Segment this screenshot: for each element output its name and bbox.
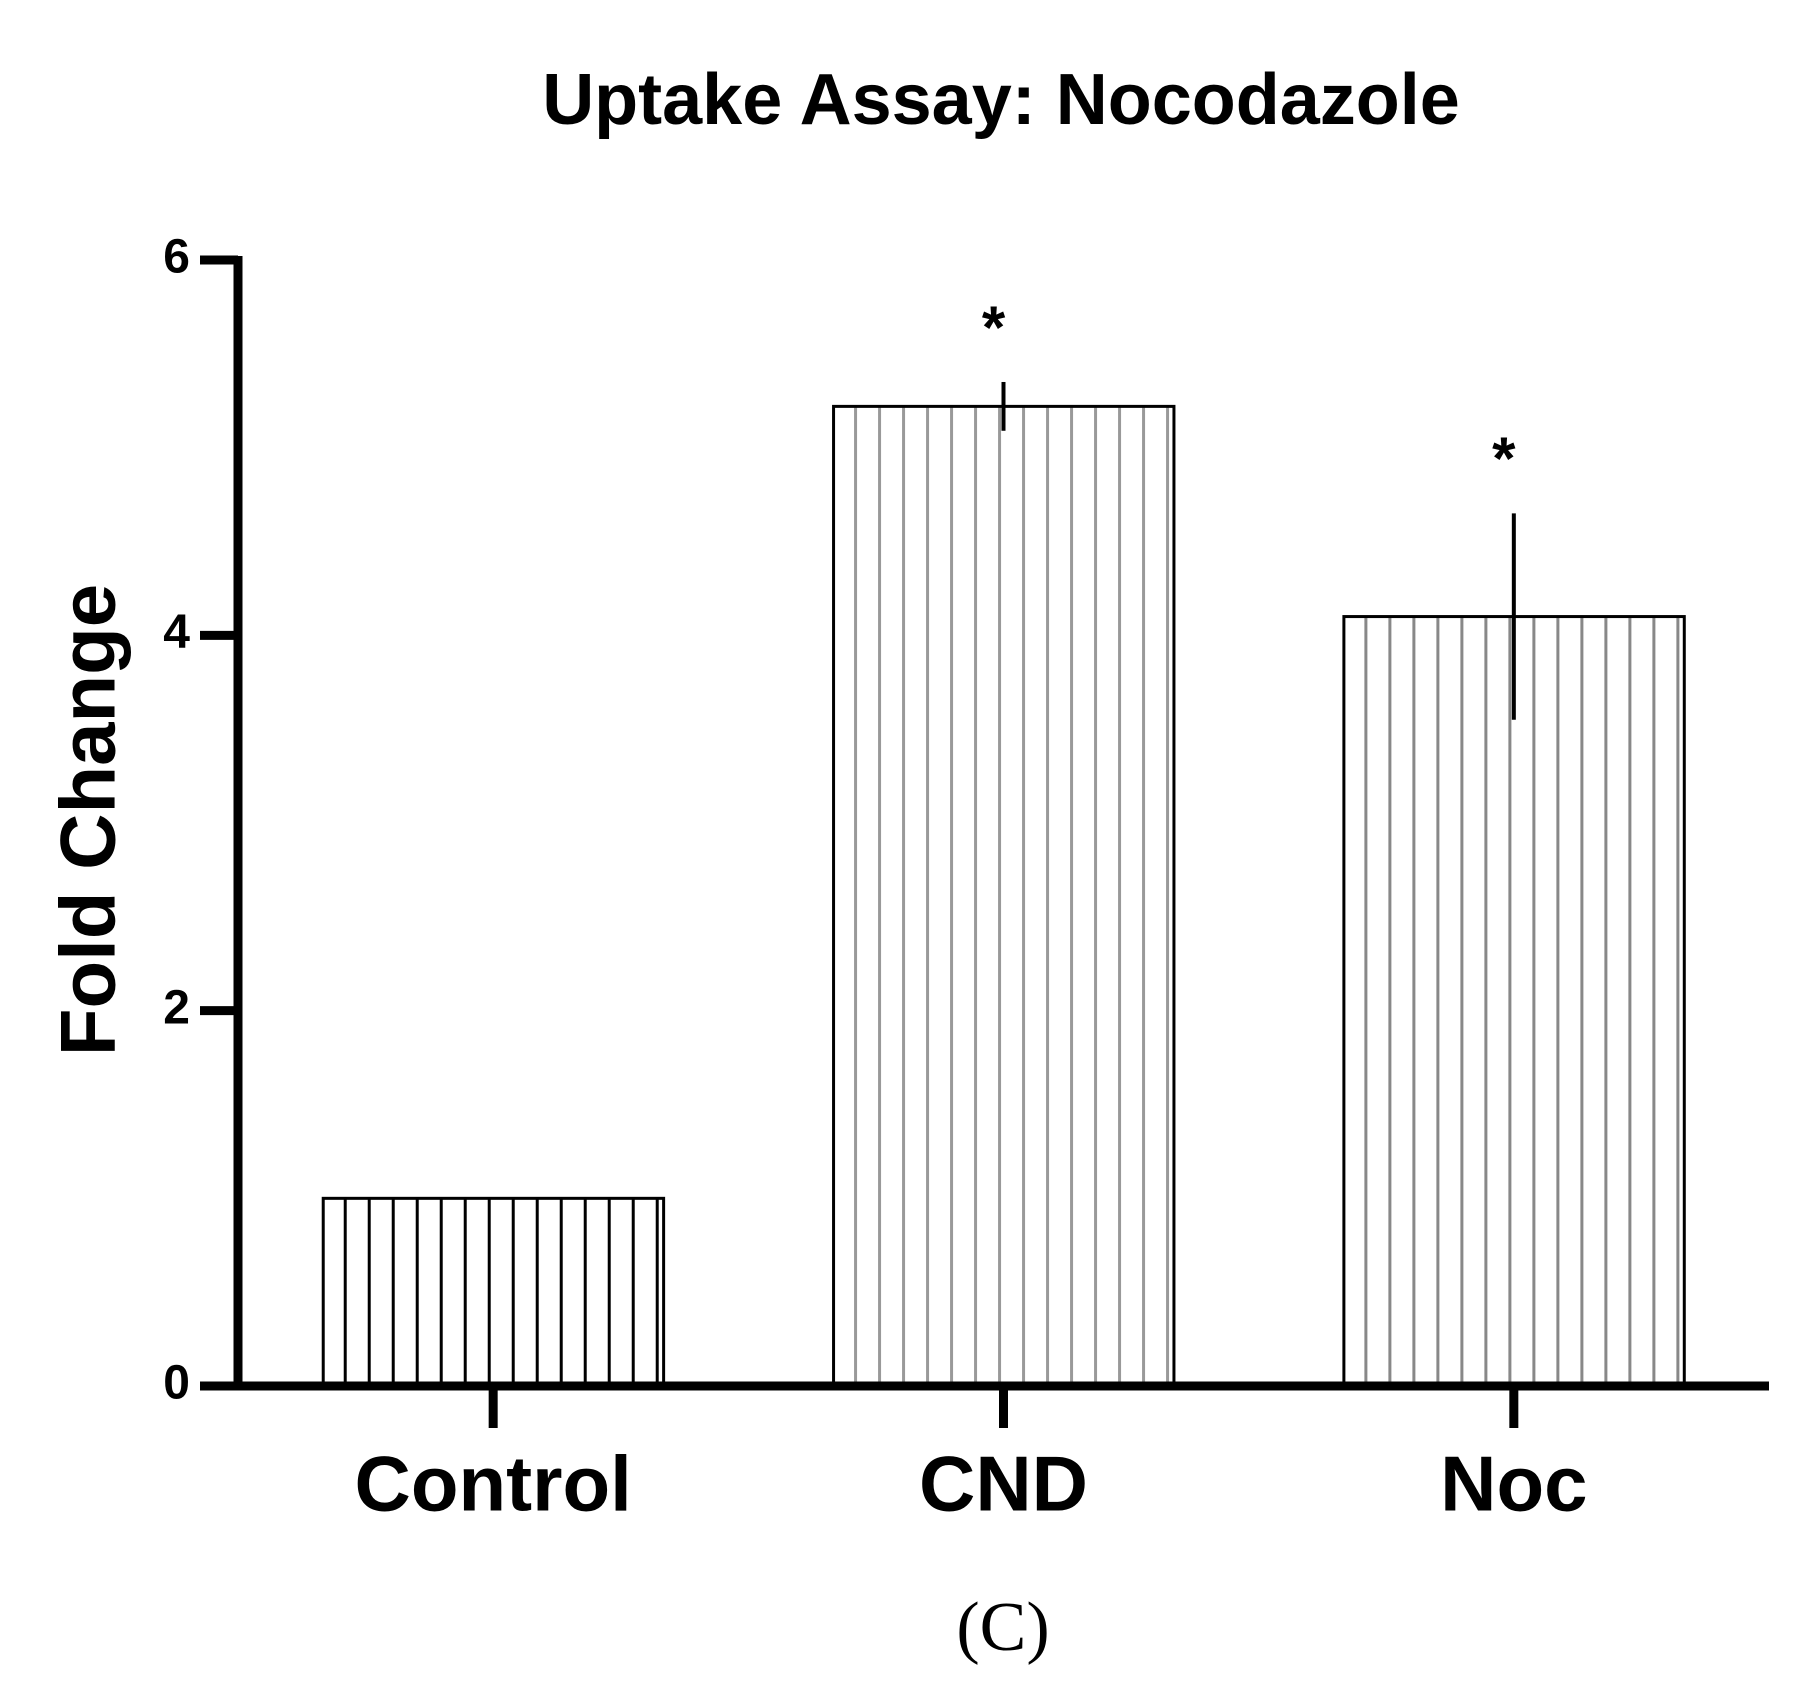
bar: [1342, 615, 1686, 1388]
y-tick-label: 6: [163, 231, 190, 284]
significance-marker: *: [1492, 425, 1516, 492]
x-tick-label: Control: [355, 1440, 632, 1528]
x-tick-label: CND: [919, 1440, 1088, 1528]
bar: [832, 404, 1176, 1388]
y-tick-label: 0: [163, 1357, 190, 1410]
y-axis-label: Fold Change: [44, 584, 132, 1056]
chart-title: Uptake Assay: Nocodazole: [542, 60, 1460, 140]
bar: [321, 1196, 666, 1388]
x-tick-label: Noc: [1440, 1440, 1587, 1528]
y-tick-label: 4: [163, 606, 190, 659]
significance-marker: *: [982, 294, 1006, 361]
caption: (C): [956, 1589, 1049, 1666]
y-tick-label: 2: [163, 981, 190, 1034]
